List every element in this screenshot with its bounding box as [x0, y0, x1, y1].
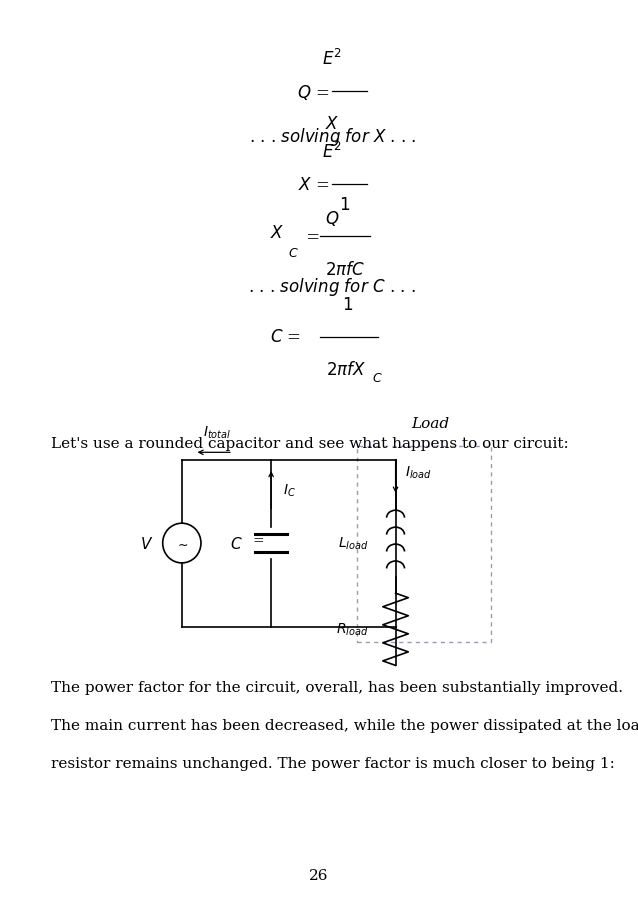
Text: $I_{total}$: $I_{total}$ [203, 424, 231, 440]
Text: . . . $solving$ $for$ $C$ . . .: . . . $solving$ $for$ $C$ . . . [248, 276, 417, 298]
Text: 26: 26 [309, 868, 329, 882]
Text: $L_{load}$: $L_{load}$ [338, 535, 369, 552]
Text: $I_C$: $I_C$ [283, 482, 295, 499]
Text: $E^2$: $E^2$ [322, 49, 343, 69]
Text: =: = [301, 229, 325, 245]
Text: $1$: $1$ [339, 197, 350, 214]
Text: $E^2$: $E^2$ [322, 142, 343, 161]
Text: $\sim$: $\sim$ [175, 537, 189, 550]
Text: Load: Load [412, 416, 450, 430]
Text: $X$ =: $X$ = [299, 177, 332, 193]
Text: The main current has been decreased, while the power dissipated at the load: The main current has been decreased, whi… [51, 718, 638, 732]
Text: Let's use a rounded capacitor and see what happens to our circuit:: Let's use a rounded capacitor and see wh… [51, 437, 569, 451]
Text: $Q$: $Q$ [325, 208, 339, 227]
Text: $C$ =: $C$ = [271, 329, 303, 345]
Text: $C$: $C$ [288, 246, 299, 259]
Text: $2\pi fC$: $2\pi fC$ [325, 261, 364, 279]
Text: $I_{load}$: $I_{load}$ [405, 464, 432, 481]
Text: =: = [252, 534, 263, 548]
Text: The power factor for the circuit, overall, has been substantially improved.: The power factor for the circuit, overal… [51, 680, 623, 695]
Text: $V$: $V$ [140, 536, 153, 551]
Text: resistor remains unchanged. The power factor is much closer to being 1:: resistor remains unchanged. The power fa… [51, 756, 615, 770]
Text: $Q$ =: $Q$ = [297, 82, 332, 102]
Text: $C$: $C$ [373, 372, 383, 384]
Text: $1$: $1$ [342, 297, 353, 314]
Text: $2\pi fX$: $2\pi fX$ [326, 361, 366, 379]
Text: $X$: $X$ [325, 115, 339, 133]
Text: $X$: $X$ [269, 226, 284, 242]
Text: $C$: $C$ [230, 536, 242, 551]
Text: $R_{load}$: $R_{load}$ [336, 621, 369, 638]
Text: . . . $solving$ $for$ $X$ . . .: . . . $solving$ $for$ $X$ . . . [249, 126, 416, 148]
